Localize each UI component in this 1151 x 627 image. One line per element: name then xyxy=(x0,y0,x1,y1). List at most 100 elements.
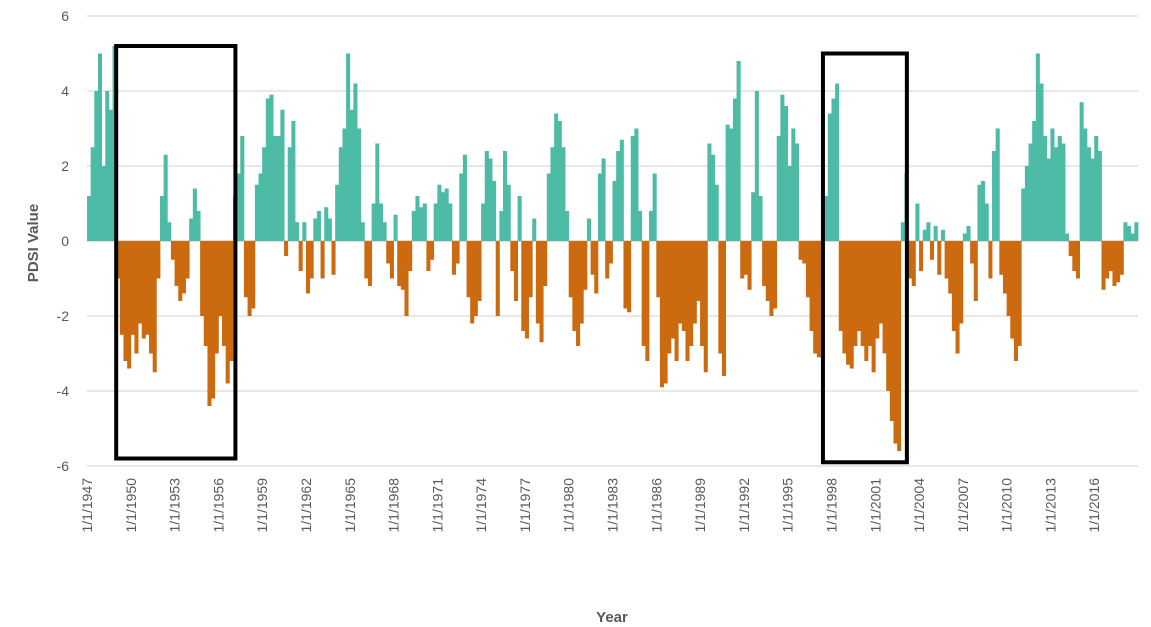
bar-352 xyxy=(515,241,517,301)
bar-498 xyxy=(692,241,695,324)
bar-763 xyxy=(1015,241,1017,361)
bar-682 xyxy=(916,203,919,241)
bar-337 xyxy=(496,241,499,316)
bar-194 xyxy=(322,241,325,279)
bar-76 xyxy=(179,241,182,301)
bar-126 xyxy=(240,136,242,241)
bar-653 xyxy=(881,241,883,324)
bar-632 xyxy=(855,241,858,346)
bar-385 xyxy=(555,113,557,241)
bar-35 xyxy=(129,241,132,369)
bar-617 xyxy=(837,83,840,241)
bar-402 xyxy=(576,241,578,346)
bar-827 xyxy=(1092,158,1095,241)
bar-482 xyxy=(673,241,675,339)
y-tick-label-6: -6 xyxy=(57,458,70,474)
bar-711 xyxy=(951,241,954,331)
bar-748 xyxy=(996,128,999,241)
bar-423 xyxy=(601,158,604,241)
bar-519 xyxy=(718,241,720,354)
bar-520 xyxy=(719,241,722,354)
bar-276 xyxy=(422,203,425,241)
bar-245 xyxy=(385,222,387,241)
bar-364 xyxy=(529,241,532,298)
bar-436 xyxy=(617,151,619,241)
bar-347 xyxy=(509,184,511,241)
bar-168 xyxy=(291,121,293,241)
bar-692 xyxy=(928,222,931,241)
bar-11 xyxy=(100,53,102,241)
bar-832 xyxy=(1099,151,1101,241)
bar-796 xyxy=(1055,147,1057,241)
bar-77 xyxy=(180,241,183,301)
bar-853 xyxy=(1124,222,1127,241)
bar-167 xyxy=(290,147,292,241)
bar-320 xyxy=(476,241,478,316)
bar-687 xyxy=(922,229,925,241)
bar-39 xyxy=(134,241,137,354)
bar-567 xyxy=(776,136,779,241)
bar-243 xyxy=(382,222,385,241)
bar-338 xyxy=(498,241,500,316)
bar-13 xyxy=(102,166,105,241)
y-tick-label-3: 0 xyxy=(61,233,69,249)
bar-811 xyxy=(1073,241,1076,271)
bar-609 xyxy=(827,113,830,241)
bar-18 xyxy=(108,109,111,241)
bar-576 xyxy=(787,166,790,241)
bar-228 xyxy=(364,241,366,279)
bar-50 xyxy=(147,241,150,335)
bar-607 xyxy=(825,196,827,241)
bar-716 xyxy=(957,241,960,354)
bar-264 xyxy=(408,241,410,271)
bar-802 xyxy=(1062,143,1065,241)
bar-393 xyxy=(565,211,567,241)
bar-625 xyxy=(847,241,849,365)
bar-857 xyxy=(1129,226,1132,241)
bar-100 xyxy=(208,241,211,406)
bar-384 xyxy=(554,113,556,241)
bar-89 xyxy=(195,188,197,241)
bar-206 xyxy=(337,184,340,241)
bar-115 xyxy=(226,241,229,384)
bar-525 xyxy=(725,124,728,241)
bar-96 xyxy=(203,241,206,346)
bar-59 xyxy=(158,241,161,279)
bar-376 xyxy=(544,241,546,286)
bar-792 xyxy=(1050,128,1053,241)
bar-42 xyxy=(138,241,140,324)
bar-371 xyxy=(538,241,540,324)
bar-202 xyxy=(332,241,335,275)
bar-854 xyxy=(1125,222,1128,241)
highlight-box-1 xyxy=(820,51,909,465)
bar-728 xyxy=(972,241,975,264)
bar-135 xyxy=(251,241,253,309)
bar-654 xyxy=(882,241,885,354)
bar-269 xyxy=(414,211,416,241)
bar-238 xyxy=(376,143,379,241)
x-tick-label-4: 1/1/1959 xyxy=(254,478,270,533)
bar-279 xyxy=(426,241,429,271)
bar-17 xyxy=(107,91,110,241)
bar-204 xyxy=(335,184,337,241)
bar-722 xyxy=(965,233,967,241)
bar-593 xyxy=(808,241,810,298)
bar-219 xyxy=(353,83,356,241)
bar-684 xyxy=(919,241,921,271)
x-tick-label-19: 1/1/2004 xyxy=(911,478,927,533)
bar-151 xyxy=(270,94,273,241)
bar-153 xyxy=(273,136,275,241)
bar-815 xyxy=(1078,241,1081,279)
bar-137 xyxy=(253,241,256,309)
x-tick-label-6: 1/1/1965 xyxy=(342,478,358,533)
bar-472 xyxy=(661,241,663,388)
bar-155 xyxy=(275,136,278,241)
bar-127 xyxy=(241,136,244,241)
bar-249 xyxy=(389,241,392,279)
bar-585 xyxy=(798,241,801,260)
bar-116 xyxy=(228,241,230,384)
bar-769 xyxy=(1022,188,1025,241)
bar-431 xyxy=(611,241,613,264)
bar-37 xyxy=(132,241,134,335)
